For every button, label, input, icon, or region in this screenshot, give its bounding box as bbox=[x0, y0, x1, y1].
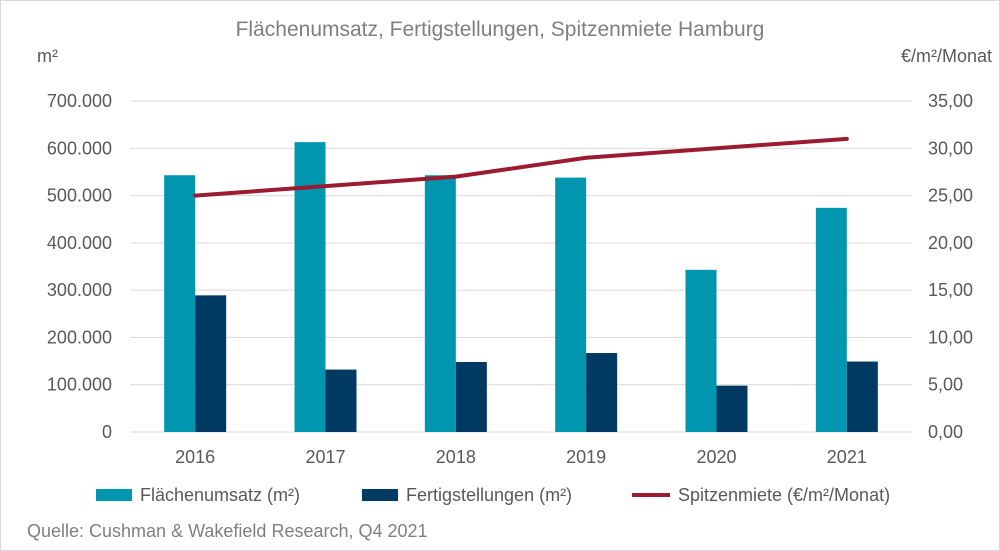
left-tick-label: 0 bbox=[102, 422, 112, 442]
x-tick-label: 2017 bbox=[305, 447, 345, 467]
legend-item-fertigstellungen: Fertigstellungen (m²) bbox=[362, 484, 572, 506]
left-tick-label: 200.000 bbox=[47, 327, 112, 347]
legend-item-flaechenumsatz: Flächenumsatz (m²) bbox=[96, 484, 300, 506]
x-tick-label: 2020 bbox=[696, 447, 736, 467]
right-tick-label: 0,00 bbox=[928, 422, 963, 442]
legend: Flächenumsatz (m²) Fertigstellungen (m²)… bbox=[0, 484, 1000, 506]
legend-item-spitzenmiete: Spitzenmiete (€/m²/Monat) bbox=[632, 484, 890, 506]
legend-label-flaechenumsatz: Flächenumsatz (m²) bbox=[140, 484, 301, 505]
bar-fertigstellungen bbox=[195, 295, 227, 432]
bar-fertigstellungen bbox=[846, 361, 878, 432]
legend-label-spitzenmiete: Spitzenmiete (€/m²/Monat) bbox=[678, 484, 891, 505]
bar-flaechenumsatz bbox=[294, 142, 326, 433]
right-tick-label: 35,00 bbox=[928, 91, 973, 111]
bar-fertigstellungen bbox=[716, 385, 748, 432]
legend-swatch-spitzenmiete bbox=[632, 493, 670, 497]
legend-label-fertigstellungen: Fertigstellungen (m²) bbox=[406, 484, 573, 505]
right-tick-label: 25,00 bbox=[928, 186, 973, 206]
x-tick-label: 2018 bbox=[436, 447, 476, 467]
chart-title: Flächenumsatz, Fertigstellungen, Spitzen… bbox=[235, 18, 765, 41]
left-tick-label: 600.000 bbox=[47, 138, 112, 158]
bar-flaechenumsatz bbox=[164, 175, 196, 432]
source-note: Quelle: Cushman & Wakefield Research, Q4… bbox=[27, 521, 428, 541]
right-tick-label: 30,00 bbox=[928, 138, 973, 158]
legend-swatch-flaechenumsatz bbox=[96, 489, 132, 501]
left-axis-unit: m² bbox=[37, 46, 58, 66]
left-tick-label: 700.000 bbox=[47, 91, 112, 111]
line-spitzenmiete bbox=[193, 136, 849, 198]
right-tick-label: 5,00 bbox=[928, 375, 963, 395]
right-tick-label: 15,00 bbox=[928, 280, 973, 300]
x-tick-label: 2019 bbox=[566, 447, 606, 467]
bar-fertigstellungen bbox=[586, 353, 618, 432]
right-tick-label: 20,00 bbox=[928, 233, 973, 253]
bar-fertigstellungen bbox=[455, 362, 487, 432]
right-axis-unit: €/m²/Monat bbox=[900, 46, 992, 66]
right-tick-label: 10,00 bbox=[928, 327, 973, 347]
x-tick-label: 2016 bbox=[175, 447, 215, 467]
bar-flaechenumsatz bbox=[424, 175, 456, 432]
bar-fertigstellungen bbox=[325, 369, 357, 432]
left-tick-label: 300.000 bbox=[47, 280, 112, 300]
bar-flaechenumsatz bbox=[815, 207, 847, 432]
legend-swatch-fertigstellungen bbox=[362, 489, 398, 501]
bar-flaechenumsatz bbox=[555, 177, 587, 432]
bar-flaechenumsatz bbox=[685, 269, 717, 432]
left-tick-label: 100.000 bbox=[47, 375, 112, 395]
x-tick-label: 2021 bbox=[827, 447, 867, 467]
left-tick-label: 400.000 bbox=[47, 233, 112, 253]
left-tick-label: 500.000 bbox=[47, 186, 112, 206]
